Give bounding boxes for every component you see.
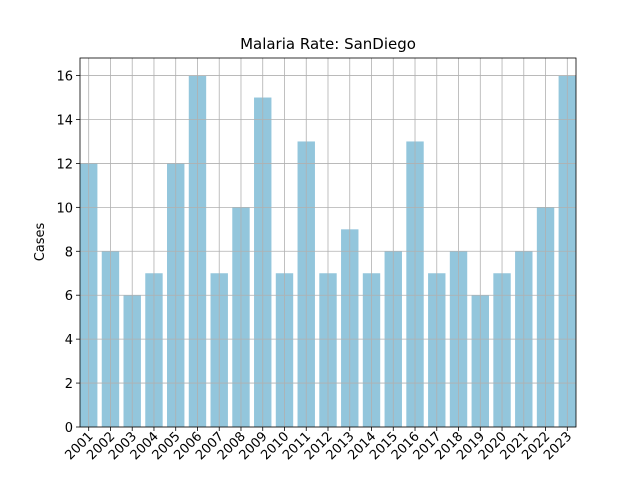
y-tick-label: 14 — [56, 114, 73, 129]
y-tick-label: 16 — [56, 70, 73, 85]
plot-frame — [79, 57, 577, 428]
y-axis-label: Cases — [33, 222, 48, 261]
chart-title: Malaria Rate: SanDiego — [240, 35, 416, 53]
y-tick-label: 6 — [65, 289, 73, 304]
y-tick-label: 10 — [56, 201, 73, 216]
y-tick-label: 12 — [56, 157, 73, 172]
y-tick-label: 8 — [65, 245, 73, 260]
y-tick-label: 2 — [65, 377, 73, 392]
y-tick-label: 4 — [65, 333, 73, 348]
y-tick-label: 0 — [65, 421, 73, 436]
